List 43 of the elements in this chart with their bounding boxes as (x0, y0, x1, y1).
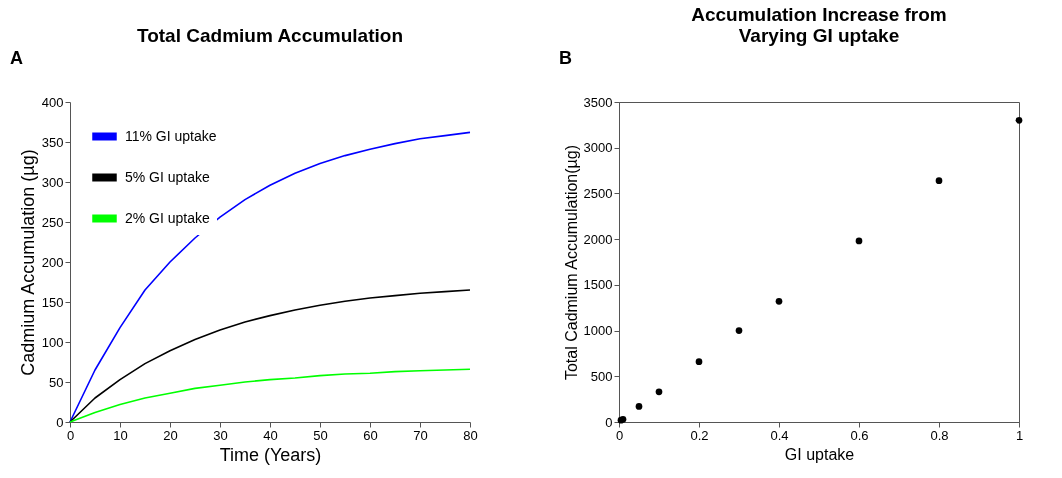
y-tick-label: 400 (41, 94, 64, 110)
x-tick-label: 70 (413, 427, 428, 443)
y-tick-label: 0 (605, 414, 613, 430)
chart-title: Accumulation Increase from Varying GI uptake (691, 4, 947, 46)
y-tick-label: 500 (590, 368, 613, 384)
y-tick-label: 200 (41, 254, 64, 270)
legend-label: 11% GI uptake (125, 127, 217, 144)
y-tick-label: 50 (49, 374, 64, 390)
y-tick-label: 1500 (583, 277, 613, 293)
x-tick-label: 30 (213, 427, 228, 443)
x-tick-label: 0.6 (850, 427, 869, 443)
chart-title: Total Cadmium Accumulation (136, 25, 404, 46)
y-axis-title: Cadmium Accumulation (µg) (17, 149, 38, 376)
y-tick-label: 250 (41, 214, 64, 230)
y-tick-label: 150 (41, 294, 64, 310)
y-axis-title: Total Cadmium Accumulation(µg) (562, 144, 580, 381)
x-tick-label: 0.8 (930, 427, 949, 443)
x-tick-label: 50 (313, 427, 328, 443)
y-tick-label: 2500 (583, 185, 613, 201)
text: B (559, 48, 572, 68)
x-tick-label: 0.4 (770, 427, 789, 443)
x-tick-label: 60 (363, 427, 378, 443)
y-tick-label: 300 (41, 174, 64, 190)
y-tick-label: 0 (56, 414, 64, 430)
legend-label: 5% GI uptake (125, 168, 211, 185)
x-axis-title: GI uptake (784, 445, 855, 463)
x-tick-label: 10 (113, 427, 128, 443)
legend-label: 2% GI uptake (125, 209, 211, 226)
x-tick-label: 0.2 (690, 427, 709, 443)
x-tick-label: 0 (66, 427, 75, 443)
x-tick-label: 80 (463, 427, 478, 443)
y-tick-label: 100 (41, 334, 64, 350)
x-tick-label: 40 (263, 427, 278, 443)
y-tick-label: 2000 (583, 231, 613, 247)
x-tick-label: 20 (163, 427, 178, 443)
y-tick-label: 350 (41, 134, 64, 150)
x-tick-label: 0 (615, 427, 624, 443)
text: A (10, 48, 23, 68)
y-tick-label: 3500 (583, 94, 613, 110)
x-tick-label: 1 (1015, 427, 1024, 443)
x-axis-title: Time (Years) (219, 444, 322, 465)
y-tick-label: 1000 (583, 323, 613, 339)
y-tick-label: 3000 (583, 140, 613, 156)
